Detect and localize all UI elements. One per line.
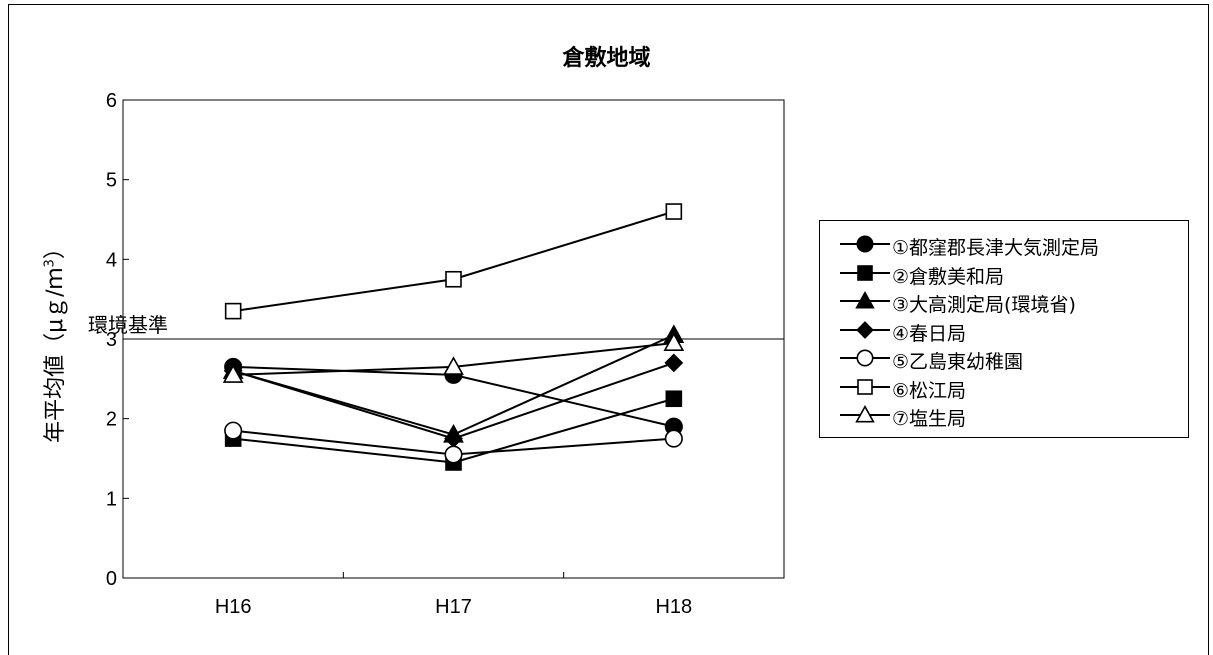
legend-item: ⑥松江局 — [820, 372, 1188, 402]
legend-item: ②倉敷美和局 — [820, 258, 1188, 288]
legend-item: ③大高測定局(環境省) — [820, 286, 1188, 316]
series-6 — [224, 203, 683, 320]
axis-ticks: 0 1 2 3 4 5 6 H16 H17 H18 — [106, 90, 692, 618]
legend-item: ⑦塩生局 — [820, 400, 1188, 430]
y-tick-label: 5 — [106, 170, 117, 192]
data-point — [664, 429, 683, 448]
data-point — [665, 203, 683, 220]
legend-marker — [855, 404, 875, 423]
legend-marker — [857, 264, 873, 281]
y-tick-label: 4 — [106, 249, 117, 271]
legend-symbol — [840, 320, 890, 339]
series-5 — [224, 421, 683, 464]
legend-item: ④春日局 — [820, 315, 1188, 345]
data-point — [444, 445, 463, 464]
y-tick-label: 1 — [106, 488, 117, 510]
legend-item: ⑤乙島東幼稚園 — [820, 343, 1188, 373]
legend-symbol — [840, 264, 890, 281]
legend-symbol — [840, 349, 890, 367]
legend-marker — [857, 378, 873, 395]
data-point — [222, 364, 244, 383]
legend-symbol — [840, 378, 890, 395]
legend-item: ①都窪郡長津大気測定局 — [820, 229, 1188, 259]
x-tick-label: H17 — [435, 596, 472, 618]
data-point — [443, 356, 464, 375]
y-tick-label: 2 — [106, 409, 117, 431]
legend-marker — [856, 320, 874, 339]
legend-marker — [855, 290, 875, 309]
legend-marker — [856, 235, 874, 253]
series-7 — [222, 332, 685, 383]
legend-label: ②倉敷美和局 — [892, 265, 1005, 288]
chart-title: 倉敷地域 — [562, 46, 651, 71]
reference-line-label: 環境基準 — [88, 313, 168, 337]
legend-label: ⑤乙島東幼稚園 — [892, 351, 1024, 373]
legend-symbol — [840, 290, 890, 309]
y-tick-label: 0 — [106, 568, 117, 590]
data-point — [445, 270, 462, 288]
legend-label: ⑥松江局 — [892, 379, 967, 402]
legend-symbol — [840, 404, 890, 423]
legend-label: ⑦塩生局 — [892, 408, 967, 430]
data-point — [664, 353, 684, 373]
legend-marker — [856, 349, 874, 367]
y-tick-label: 3 — [106, 329, 117, 351]
legend-symbol — [840, 235, 890, 253]
series-group — [222, 203, 685, 471]
data-point — [224, 421, 243, 440]
legend-label: ④春日局 — [892, 322, 967, 345]
legend-label: ③大高測定局(環境省) — [892, 294, 1076, 316]
data-point — [663, 332, 685, 351]
y-tick-label: 6 — [106, 90, 117, 112]
legend-label: ①都窪郡長津大気測定局 — [892, 237, 1100, 259]
legend: ①都窪郡長津大気測定局 ②倉敷美和局 ③大高測定局(環境省) ④春日局 ⑤乙島東幼稚園 ⑥… — [819, 220, 1189, 438]
data-point — [665, 390, 683, 408]
x-tick-label: H16 — [215, 596, 252, 618]
data-point — [224, 302, 242, 320]
x-tick-label: H18 — [655, 596, 692, 618]
